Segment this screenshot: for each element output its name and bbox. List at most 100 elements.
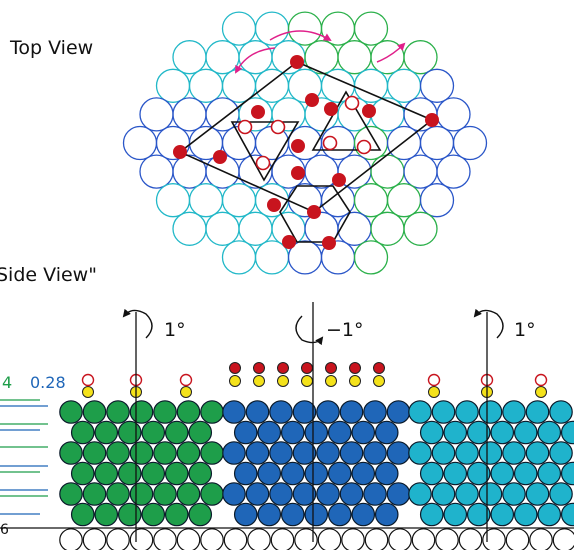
cyan-atom	[513, 502, 538, 527]
substrate-atom	[247, 528, 271, 550]
blue-atom	[257, 461, 282, 486]
blue-atom	[292, 441, 317, 465]
cyan-atom	[408, 441, 432, 465]
red-adatom	[373, 362, 385, 374]
green-atom	[59, 441, 83, 465]
green-atom	[94, 420, 119, 445]
lattice-atom	[403, 154, 438, 189]
green-atom	[70, 502, 95, 527]
blue-atom	[280, 461, 305, 486]
cyan-atom	[513, 461, 538, 486]
blue-atom	[374, 502, 399, 527]
yellow-adatom	[349, 375, 361, 387]
open-red-atom	[344, 95, 360, 111]
green-atom	[106, 400, 130, 424]
lattice-atom	[122, 125, 158, 161]
cyan-atom	[431, 482, 456, 506]
open-red-atom	[237, 119, 253, 135]
blue-atom	[386, 441, 411, 465]
substrate-atom	[482, 528, 506, 550]
red-adatom	[277, 362, 289, 374]
rotation-label-right: 1°	[514, 319, 536, 341]
triangle-down-marker	[230, 121, 300, 182]
red-atom	[307, 205, 321, 219]
blue-atom	[233, 461, 258, 486]
blue-atom	[351, 420, 376, 445]
blue-atom	[304, 420, 329, 445]
green-atom	[59, 400, 83, 424]
side-view-title: Side View"	[0, 264, 97, 286]
substrate-atom	[223, 528, 248, 550]
red-atom	[332, 173, 346, 187]
lattice-atom	[205, 211, 240, 246]
red-adatom	[253, 362, 265, 374]
cyan-atom	[490, 502, 515, 527]
yellow-adatom	[325, 375, 337, 387]
blue-atom	[280, 502, 305, 527]
lattice-atom	[320, 11, 356, 46]
lattice-atom	[337, 211, 372, 246]
open-red-atom	[356, 139, 372, 155]
top-view-open-circles	[237, 95, 372, 171]
lattice-atom	[419, 125, 455, 161]
red-adatom	[325, 362, 337, 374]
green-atom	[176, 400, 201, 424]
cyan-atom	[502, 400, 526, 424]
red-atom	[291, 139, 305, 153]
cyan-atom	[419, 420, 444, 445]
red-atom	[173, 145, 187, 159]
substrate-atom	[129, 528, 154, 550]
red-atom	[362, 104, 376, 118]
open-red-atom	[322, 135, 338, 151]
yellow-adatom	[535, 386, 547, 398]
axis-rotation-arrows	[122, 308, 504, 346]
rotation-arrow-middle	[269, 30, 332, 42]
blue-atom	[339, 400, 364, 424]
cyan-atom	[466, 502, 491, 527]
green-atom	[141, 502, 166, 527]
cyan-atom	[408, 400, 432, 424]
lattice-atom	[155, 183, 191, 218]
side-view-atoms	[59, 400, 574, 527]
top-view-title: Top View	[9, 37, 93, 59]
blue-atom	[327, 420, 352, 445]
lattice-atom	[155, 68, 191, 103]
cyan-atom	[455, 482, 479, 506]
lattice-atom	[370, 97, 405, 132]
blue-atom	[339, 441, 364, 465]
lattice-atom	[419, 68, 455, 103]
green-atom	[164, 502, 189, 527]
green-atom	[164, 420, 189, 445]
yellow-adatom	[373, 375, 385, 387]
cyan-atom	[560, 502, 574, 527]
substrate-atom	[505, 528, 530, 550]
lattice-atom	[221, 11, 257, 46]
green-atom	[117, 420, 142, 445]
scale-label-b: 0.28	[30, 373, 66, 392]
lattice-atom	[353, 11, 389, 46]
lattice-atom	[370, 154, 405, 189]
lattice-atom	[188, 68, 224, 103]
cyan-atom	[549, 441, 573, 465]
lattice-atom	[452, 125, 488, 161]
green-atom	[200, 482, 224, 506]
green-atom	[141, 420, 166, 445]
green-atom	[164, 461, 189, 486]
blue-atom	[351, 502, 376, 527]
lattice-atom	[419, 183, 455, 218]
lattice-atom	[221, 240, 257, 275]
open-red-atom	[270, 119, 286, 135]
top-view-red-dots	[173, 55, 439, 250]
red-atom	[305, 93, 319, 107]
substrate-atom	[552, 528, 574, 550]
blue-atom	[233, 420, 258, 445]
triangle-up-marker	[311, 90, 382, 151]
red-atom	[267, 198, 281, 212]
lattice-atom	[353, 240, 389, 275]
blue-atom	[257, 502, 282, 527]
cyan-atom	[537, 461, 562, 486]
blue-atom	[316, 400, 340, 424]
lattice-atom	[304, 40, 339, 75]
rotation-arrow-right	[376, 42, 406, 63]
lattice-atom	[353, 183, 389, 218]
